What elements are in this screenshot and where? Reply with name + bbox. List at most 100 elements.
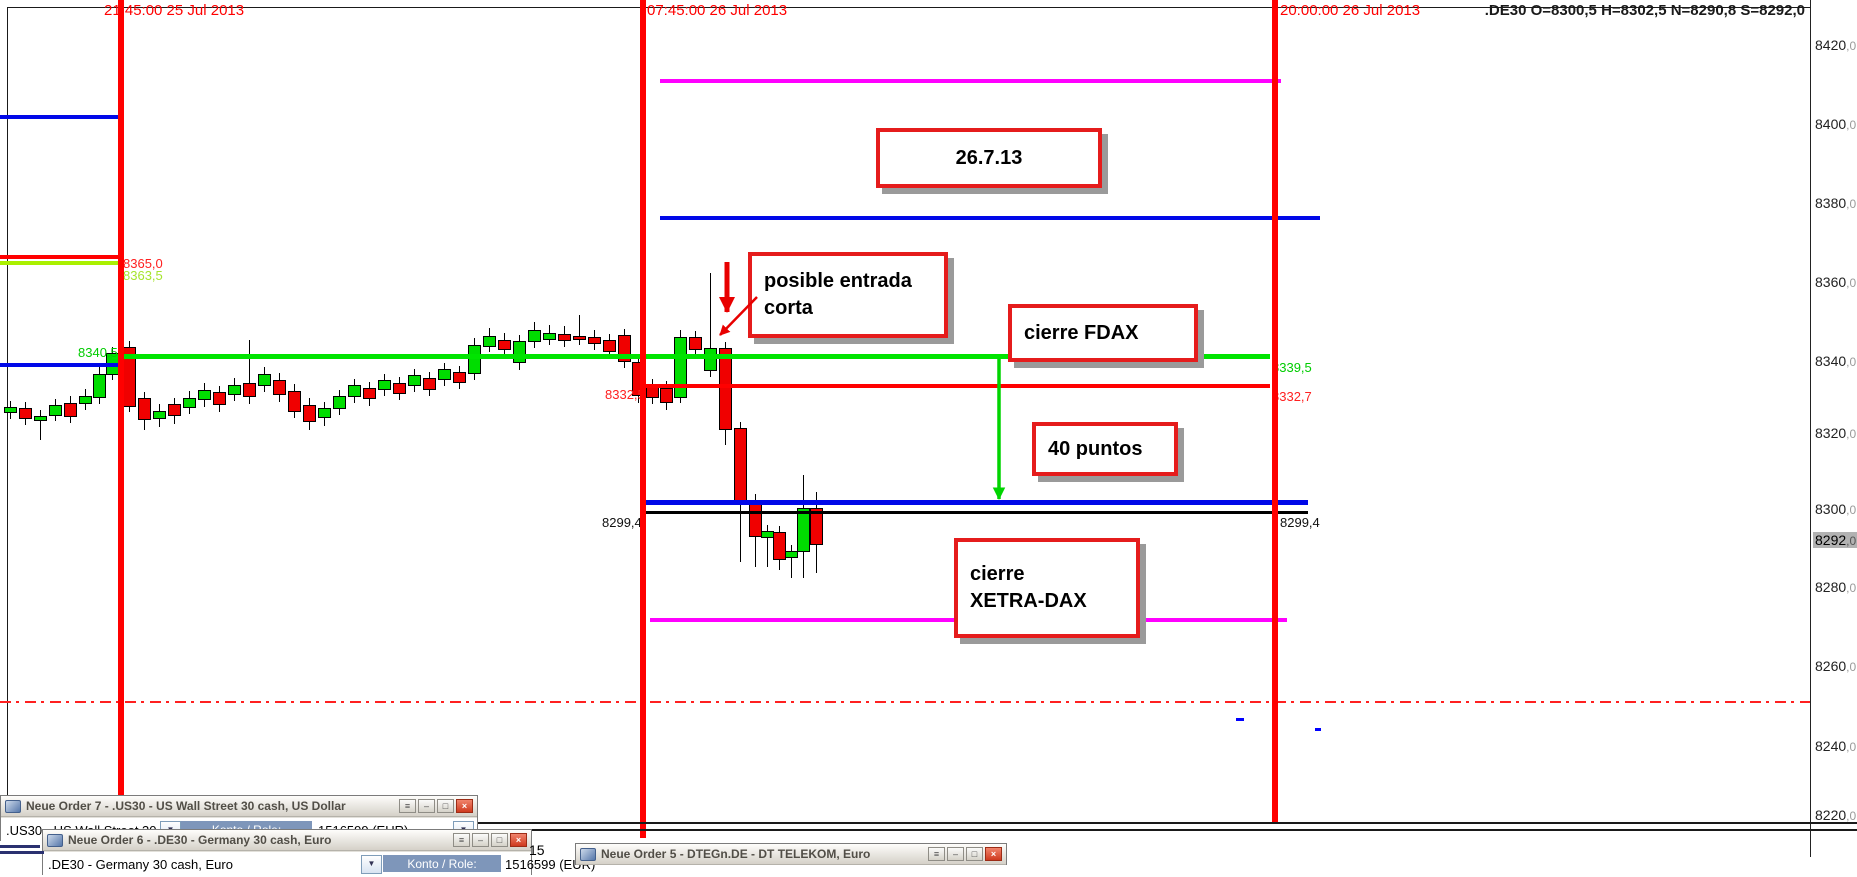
candle-body (704, 348, 717, 371)
candle-body (603, 340, 616, 352)
candle-body (558, 334, 571, 341)
minimize-button[interactable]: – (472, 833, 489, 847)
price-line-red-8365[interactable] (0, 255, 121, 259)
candle-body (34, 416, 47, 421)
candle-body (438, 369, 451, 380)
candle-body (797, 508, 810, 552)
candle-body (64, 403, 77, 417)
candle-wick (791, 545, 792, 578)
candle-wick (579, 315, 580, 345)
close-button[interactable]: × (456, 799, 473, 813)
interval-label: 15 (529, 842, 545, 858)
candle-body (303, 405, 316, 422)
price-line-blue-8302[interactable] (643, 500, 1308, 505)
price-axis[interactable]: 8420,0 8400,0 8380,0 8360,0 8340,0 8320,0 8300… (1810, 0, 1857, 857)
session-time-label: 21:45:00 25 Jul 2013 (104, 2, 245, 19)
chart-border-left (7, 7, 8, 823)
price-line-yellowgreen-8363[interactable] (0, 261, 118, 265)
price-chart-panel[interactable]: .DE30 O=8300,5 H=8302,5 N=8290,8 S=8292,… (0, 0, 1857, 857)
candle-body (734, 428, 747, 503)
candle-body (79, 396, 92, 404)
close-button[interactable]: × (510, 833, 527, 847)
fdax-close-callout[interactable]: cierre FDAX (1008, 304, 1198, 362)
candle-body (153, 411, 166, 419)
background-window-edge-2 (0, 851, 44, 854)
maximize-button[interactable]: □ (491, 833, 508, 847)
window-titlebar[interactable]: Neue Order 7 - .US30 - US Wall Street 30… (1, 796, 477, 817)
window-title: Neue Order 7 - .US30 - US Wall Street 30… (26, 799, 346, 813)
shade-button[interactable]: ≡ (928, 847, 945, 861)
shade-button[interactable]: ≡ (453, 833, 470, 847)
candle-body (528, 330, 541, 342)
candle-body (689, 337, 702, 350)
entry-callout[interactable]: posible entrada corta (748, 252, 948, 338)
background-window-edge (0, 845, 40, 848)
candle-body (183, 398, 196, 408)
chart-border-top (7, 7, 1810, 8)
price-line-black-8299[interactable] (643, 511, 1308, 514)
price-line-blue-tick-1[interactable] (1236, 718, 1244, 721)
konto-role-label: Konto / Role: (383, 855, 501, 872)
price-line-red-8332[interactable] (643, 384, 1270, 388)
candle-body (810, 508, 823, 545)
window-titlebar[interactable]: Neue Order 6 - .DE30 - Germany 30 cash, … (43, 830, 531, 851)
price-line-label: 8340,5 (78, 345, 118, 360)
instrument-dropdown-button[interactable]: ▼ (361, 855, 382, 874)
price-line-blue-left-8337[interactable] (0, 363, 121, 367)
date-callout[interactable]: 26.7.13 (876, 128, 1102, 188)
price-line-green-8339[interactable] (112, 354, 1270, 359)
window-icon (47, 833, 63, 847)
price-line-red-dashdot[interactable] (0, 701, 1810, 703)
price-line-blue-top-left[interactable] (0, 115, 121, 119)
candle-wick (767, 525, 768, 567)
price-line-label: 8363,5 (123, 268, 163, 283)
session-divider-right (1272, 0, 1278, 823)
maximize-button[interactable]: □ (437, 799, 454, 813)
maximize-button[interactable]: □ (966, 847, 983, 861)
price-line-label: 8299,4 (1280, 515, 1320, 530)
candle-body (333, 396, 346, 409)
candle-body (198, 390, 211, 400)
candle-body (660, 388, 673, 403)
candle-body (588, 337, 601, 344)
candle-body (49, 405, 62, 416)
minimize-button[interactable]: – (947, 847, 964, 861)
close-button[interactable]: × (985, 847, 1002, 861)
session-time-label: 20:00:00 26 Jul 2013 (1280, 2, 1421, 19)
order-window-dtegn[interactable]: Neue Order 5 - DTEGn.DE - DT TELEKOM, Eu… (575, 843, 1007, 865)
window-titlebar[interactable]: Neue Order 5 - DTEGn.DE - DT TELEKOM, Eu… (576, 844, 1006, 865)
price-line-blue-tick-2[interactable] (1315, 728, 1321, 731)
price-line-blue-mid[interactable] (660, 216, 1320, 220)
candle-body (93, 374, 106, 398)
candle-body (378, 380, 391, 390)
instrument-select-value[interactable]: .DE30 - Germany 30 cash, Euro (48, 857, 233, 872)
candle-body (719, 348, 732, 430)
axis-tick-8400: 8400,0 (1815, 116, 1857, 132)
candle-body (573, 336, 586, 340)
candle-body (228, 385, 241, 395)
candle-body (513, 341, 526, 363)
price-line-magenta-high[interactable] (660, 79, 1281, 83)
candle-body (243, 383, 256, 397)
axis-tick-8260: 8260,0 (1815, 658, 1857, 674)
window-title: Neue Order 6 - .DE30 - Germany 30 cash, … (68, 833, 332, 847)
order-window-de30[interactable]: Neue Order 6 - .DE30 - Germany 30 cash, … (42, 829, 595, 877)
axis-tick-8360: 8360,0 (1815, 274, 1857, 290)
axis-tick-8420: 8420,0 (1815, 37, 1857, 53)
axis-tick-8240: 8240,0 (1815, 738, 1857, 754)
candle-body (498, 340, 511, 350)
points-callout[interactable]: 40 puntos (1032, 422, 1178, 476)
candle-body (674, 337, 687, 398)
shade-button[interactable]: ≡ (399, 799, 416, 813)
candle-body (785, 551, 798, 558)
chart-border-bottom-2 (0, 829, 1857, 831)
candle-body (348, 385, 361, 397)
ohlc-readout: .DE30 O=8300,5 H=8302,5 N=8290,8 S=8292,… (1484, 2, 1805, 19)
price-line-label: 8299,4 (602, 515, 642, 530)
minimize-button[interactable]: – (418, 799, 435, 813)
session-divider-middle (640, 0, 646, 838)
candle-body (468, 345, 481, 374)
xetra-close-callout[interactable]: cierre XETRA-DAX (954, 538, 1140, 638)
candle-body (453, 372, 466, 383)
candle-body (138, 398, 151, 420)
